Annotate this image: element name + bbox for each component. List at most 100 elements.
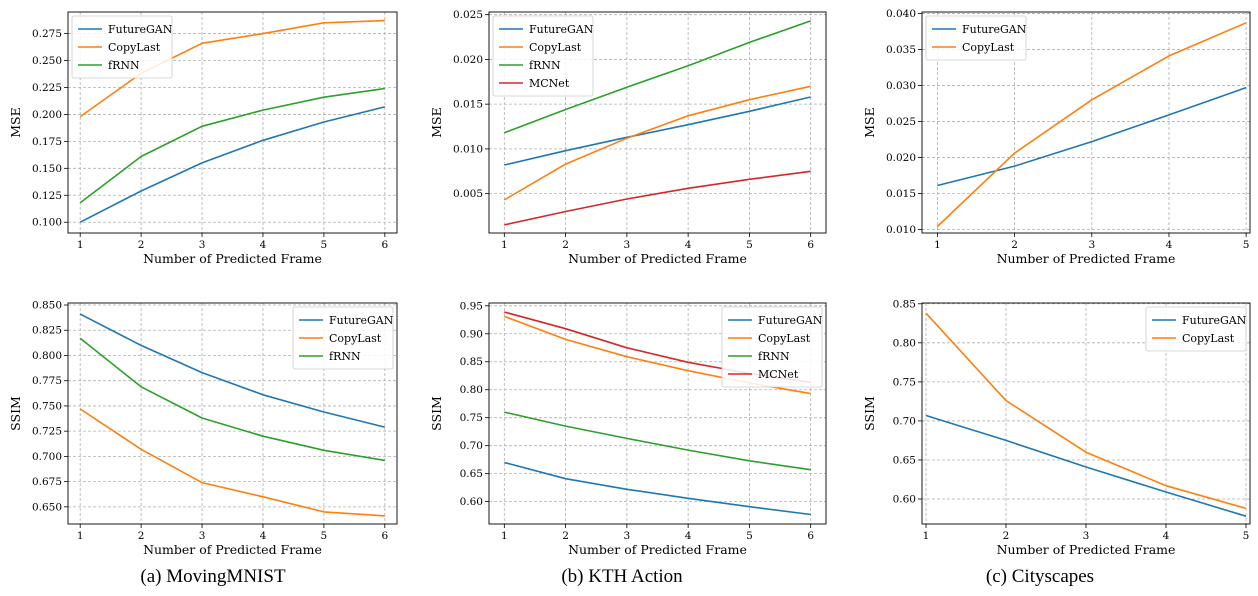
y-tick-label: 0.035	[886, 44, 916, 56]
y-tick-label: 0.015	[453, 99, 483, 111]
x-tick-label: 4	[260, 530, 267, 542]
panel-kth-mse: 1 2 3 4 5 6 0.005 0.010 0.015 0.020 0.025 Number of…	[429, 9, 827, 266]
x-tick-label: 3	[1088, 239, 1095, 251]
y-axis-label: MSE	[862, 107, 877, 138]
y-axis-label: MSE	[429, 107, 444, 138]
series-line-copylast	[79, 408, 385, 517]
legend-label-frnn: fRNN	[329, 350, 361, 363]
legend-frame	[1145, 306, 1247, 352]
x-tick-label: 2	[562, 239, 569, 251]
y-tick-label: 0.80	[460, 384, 483, 396]
panel-mnist-mse: 1 2 3 4 5 6 0.100 0.125 0.150 0.175 0.200 0.225 0.25…	[8, 11, 398, 266]
x-tick-label: 1	[77, 530, 84, 542]
y-tick-label: 0.80	[893, 337, 916, 349]
y-tick-label: 0.015	[886, 188, 916, 200]
legend-label-futuregan: FutureGAN	[529, 23, 594, 36]
series-line-copylast	[79, 19, 385, 118]
legend: FutureGAN CopyLast fRNN	[292, 306, 394, 370]
y-tick-label: 0.800	[32, 350, 62, 362]
panel-kth-ssim: 1 2 3 4 5 6 0.60 0.65 0.70 0.75 0.80 0.85 0.90 0.95 Nu…	[429, 300, 827, 557]
series-line-futuregan	[79, 313, 385, 428]
y-tick-label: 0.225	[32, 82, 62, 94]
x-tick-label: 4	[1166, 239, 1173, 251]
legend-label-frnn: fRNN	[108, 59, 140, 72]
y-tick-label: 0.850	[32, 300, 62, 312]
x-tick-label: 5	[321, 239, 328, 251]
legend: FutureGAN CopyLast fRNN MCNet	[721, 306, 823, 388]
y-tick-label: 0.75	[893, 376, 916, 388]
legend-label-copylast: CopyLast	[758, 332, 811, 345]
x-tick-label: 5	[746, 530, 753, 542]
y-tick-label: 0.020	[886, 152, 916, 164]
x-tick-label: 5	[1243, 239, 1250, 251]
legend-label-futuregan: FutureGAN	[108, 23, 173, 36]
plot-frame	[488, 11, 827, 234]
x-tick-label: 4	[685, 530, 692, 542]
x-axis-label: Number of Predicted Frame	[143, 542, 322, 557]
y-tick-label: 0.775	[32, 375, 62, 387]
legend-frame	[492, 15, 594, 97]
x-tick-label: 2	[138, 239, 145, 251]
x-tick-label: 4	[260, 239, 267, 251]
legend-label-copylast: CopyLast	[108, 41, 161, 54]
x-axis-label: Number of Predicted Frame	[143, 251, 322, 266]
x-tick-label: 3	[199, 530, 206, 542]
x-tick-label: 1	[934, 239, 941, 251]
series-line-frnn	[504, 20, 811, 134]
series-line-mcnet	[504, 170, 811, 226]
series-line-futuregan	[504, 461, 811, 516]
series-line-copylast	[925, 312, 1247, 510]
series-line-copylast	[936, 22, 1247, 228]
y-tick-label: 0.250	[32, 55, 62, 67]
caption-kth-action: (b) KTH Action	[561, 566, 683, 587]
x-tick-label: 6	[381, 530, 388, 542]
series-line-frnn	[79, 87, 385, 204]
y-tick-label: 0.60	[893, 494, 916, 506]
y-tick-label: 0.025	[453, 9, 483, 21]
y-tick-label: 0.725	[32, 426, 62, 438]
legend-label-frnn: fRNN	[758, 350, 790, 363]
x-tick-label: 1	[501, 530, 508, 542]
y-tick-label: 0.90	[460, 328, 483, 340]
x-axis-label: Number of Predicted Frame	[997, 251, 1176, 266]
legend-frame	[925, 15, 1027, 61]
x-tick-label: 1	[77, 239, 84, 251]
y-tick-label: 0.60	[460, 496, 483, 508]
series-line-futuregan	[925, 414, 1247, 517]
panel-city-mse: 1 2 3 4 5 0.010 0.015 0.020 0.025 0.030 0.035 0.040…	[862, 8, 1251, 266]
y-tick-label: 0.025	[886, 116, 916, 128]
y-tick-label: 0.200	[32, 109, 62, 121]
y-tick-label: 0.750	[32, 400, 62, 412]
caption-movingmnist: (a) MovingMNIST	[140, 566, 286, 587]
x-tick-label: 1	[923, 530, 930, 542]
y-tick-label: 0.005	[453, 188, 483, 200]
panel-city-ssim: 1 2 3 4 5 0.60 0.65 0.70 0.75 0.80 0.85 Number of P…	[862, 298, 1251, 557]
y-tick-label: 0.275	[32, 28, 62, 40]
x-tick-label: 3	[1083, 530, 1090, 542]
y-tick-label: 0.175	[32, 136, 62, 148]
legend-label-mcnet: MCNet	[758, 368, 799, 381]
y-tick-label: 0.65	[460, 468, 483, 480]
y-axis-label: SSIM	[862, 396, 877, 431]
x-axis-label: Number of Predicted Frame	[997, 542, 1176, 557]
y-tick-label: 0.675	[32, 476, 62, 488]
y-tick-label: 0.650	[32, 501, 62, 513]
legend-label-futuregan: FutureGAN	[1182, 314, 1247, 327]
x-tick-label: 4	[1163, 530, 1170, 542]
series-line-frnn	[79, 337, 385, 462]
y-tick-label: 0.010	[453, 143, 483, 155]
legend-label-copylast: CopyLast	[1182, 332, 1235, 345]
legend-frame	[292, 306, 394, 370]
plot-frame	[488, 302, 827, 525]
series-line-frnn	[504, 411, 811, 471]
legend: FutureGAN CopyLast fRNN	[71, 15, 173, 79]
x-tick-label: 5	[746, 239, 753, 251]
x-tick-label: 6	[807, 530, 814, 542]
y-tick-label: 0.020	[453, 54, 483, 66]
legend-frame	[71, 15, 173, 79]
y-tick-label: 0.825	[32, 325, 62, 337]
y-tick-label: 0.125	[32, 190, 62, 202]
plot-frame	[921, 11, 1251, 234]
x-tick-label: 3	[624, 530, 631, 542]
